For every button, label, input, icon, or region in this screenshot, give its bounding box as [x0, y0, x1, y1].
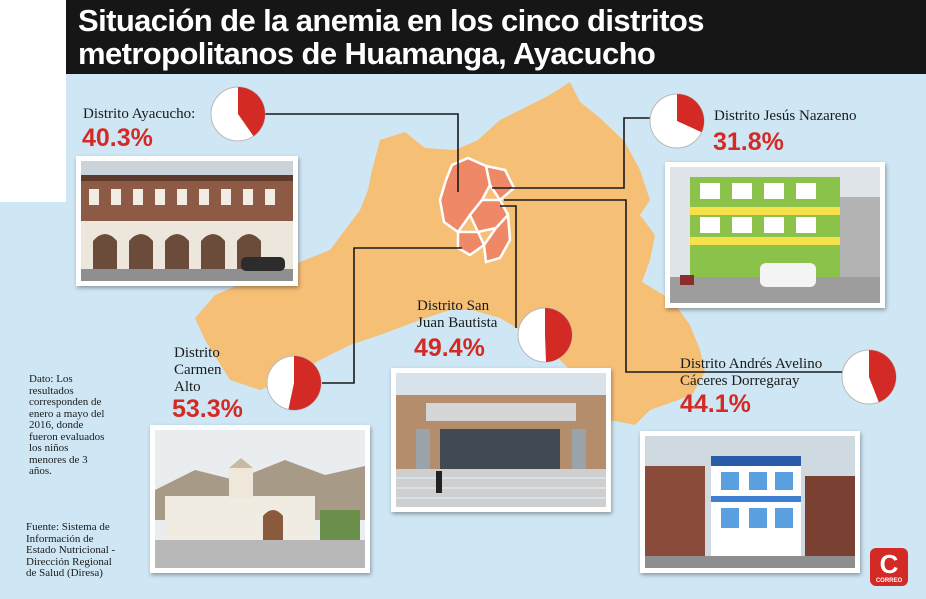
district-name-line: Alto [174, 379, 201, 395]
district-value-san-juan-bautista: 49.4% [414, 334, 485, 362]
note-line: años. [29, 465, 52, 477]
district-name-line: Distrito Ayacucho: [83, 106, 196, 122]
district-value-carmen-alto: 53.3% [172, 395, 243, 423]
connector-carmen-alto [322, 247, 462, 384]
note-line: fueron evaluados [29, 430, 105, 443]
photo-jesus-nazareno [665, 162, 885, 308]
district-label-jesus-nazareno: Distrito Jesús Nazareno [714, 108, 856, 125]
note-line: los niños [29, 442, 69, 454]
note-line: Dato: Los [29, 373, 73, 385]
photo-ayacucho [76, 156, 298, 286]
pie-slice-andres-avelino [869, 350, 897, 403]
source-line: Fuente: Sistema de [26, 521, 110, 533]
connector-andres-avelino [504, 199, 850, 373]
district-label-andres-avelino: Distrito Andrés Avelino Cáceres Dorregar… [680, 356, 822, 390]
connector-san-juan-bautista [500, 205, 517, 328]
source-line: Información de [26, 532, 94, 545]
source-note: Fuente: Sistema de Información de Estado… [26, 521, 116, 580]
photo-san-juan-bautista [391, 368, 611, 512]
pie-slice-jesus-nazareno [677, 94, 704, 133]
note-line: enero a mayo del [29, 407, 105, 420]
district-shape-jesus-nazareno [484, 164, 516, 202]
photo-andres-avelino [640, 431, 860, 573]
huamanga-map [195, 82, 705, 425]
note-line: corresponden de [29, 396, 102, 408]
connector-jesus-nazareno [492, 117, 654, 189]
district-name-line: Cáceres Dorregaray [680, 373, 800, 389]
logo-word: CORREO [875, 578, 903, 584]
title-line-2: metropolitanos de Huamanga, Ayacucho [78, 36, 656, 71]
district-shape-carmen-alto [456, 230, 486, 257]
pie-slice-carmen-alto [288, 356, 321, 410]
district-name-line: Distrito [174, 345, 220, 361]
title-bar [66, 0, 926, 74]
district-name-line: Juan Bautista [417, 315, 498, 331]
title-line-1: Situación de la anemia en los cinco dist… [78, 3, 705, 38]
district-name-line: Carmen [174, 362, 222, 378]
pie-slice-san-juan-bautista [545, 308, 572, 362]
note-line: menores de 3 [29, 453, 88, 466]
metropolitan-districts [438, 156, 516, 264]
district-shape-andres-avelino [482, 212, 512, 264]
data-note: Dato: Los resultados corresponden de ene… [29, 373, 105, 478]
district-name-line: Distrito Jesús Nazareno [714, 108, 857, 124]
photo-carmen-alto [150, 425, 370, 573]
pie-slice-ayacucho [238, 87, 265, 137]
district-label-ayacucho: Distrito Ayacucho: [83, 106, 195, 123]
connector-ayacucho [265, 113, 459, 192]
district-value-jesus-nazareno: 31.8% [713, 128, 784, 156]
correo-logo: C CORREO [870, 548, 908, 586]
note-line: 2016, donde [29, 419, 84, 431]
district-label-san-juan-bautista: Distrito San Juan Bautista [417, 298, 497, 332]
district-label-carmen-alto: Distrito Carmen Alto [174, 345, 221, 396]
district-name-line: Distrito Andrés Avelino [680, 356, 823, 372]
district-name-line: Distrito San [417, 298, 490, 314]
note-line: resultados [29, 384, 74, 397]
district-value-ayacucho: 40.3% [82, 124, 153, 152]
left-panel [0, 202, 70, 599]
source-line: de Salud (Diresa) [26, 567, 103, 579]
source-line: Estado Nutricional - [26, 544, 116, 556]
source-line: Dirección Regional [26, 555, 112, 568]
district-value-andres-avelino: 44.1% [680, 390, 751, 418]
logo-letter: C [879, 549, 899, 579]
